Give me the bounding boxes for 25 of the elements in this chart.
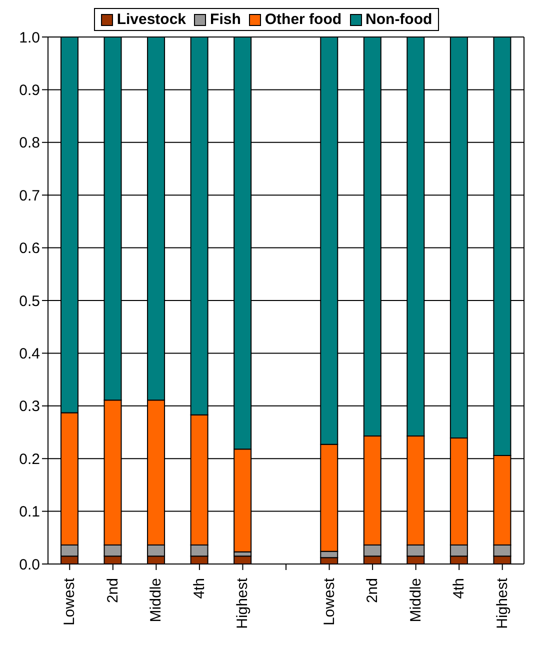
x-tick-label: 2nd (364, 578, 382, 604)
x-tick-label: Highest (494, 577, 511, 629)
y-tick-label: 0.3 (19, 398, 40, 416)
y-tick-label: 0.5 (19, 292, 40, 310)
legend-label: Other food (264, 11, 342, 28)
x-tick-label: Highest (234, 577, 252, 629)
x-tick-label: 2nd (104, 578, 122, 604)
y-tick-label: 0.6 (19, 240, 40, 258)
legend-label: Non-food (364, 11, 432, 28)
y-tick-label: 0.9 (19, 82, 40, 100)
x-tick-label: Lowest (61, 577, 78, 626)
x-tick-label: Lowest (320, 577, 338, 626)
y-tick-label: 0.0 (19, 556, 40, 574)
y-tick-label: 0.1 (19, 504, 40, 521)
y-tick-label: 0.4 (19, 346, 40, 363)
legend-label: Fish (209, 11, 241, 28)
y-tick-label: 1.0 (19, 29, 40, 46)
x-tick-label: 4th (450, 578, 468, 599)
y-tick-label: 0.8 (19, 134, 40, 152)
x-tick-label: Middle (407, 578, 424, 622)
x-tick-label: Middle (148, 578, 165, 622)
legend-label: Livestock (116, 11, 186, 28)
x-tick-label: 4th (190, 578, 208, 599)
y-tick-label: 0.7 (19, 187, 40, 204)
y-tick-label: 0.2 (19, 450, 40, 468)
